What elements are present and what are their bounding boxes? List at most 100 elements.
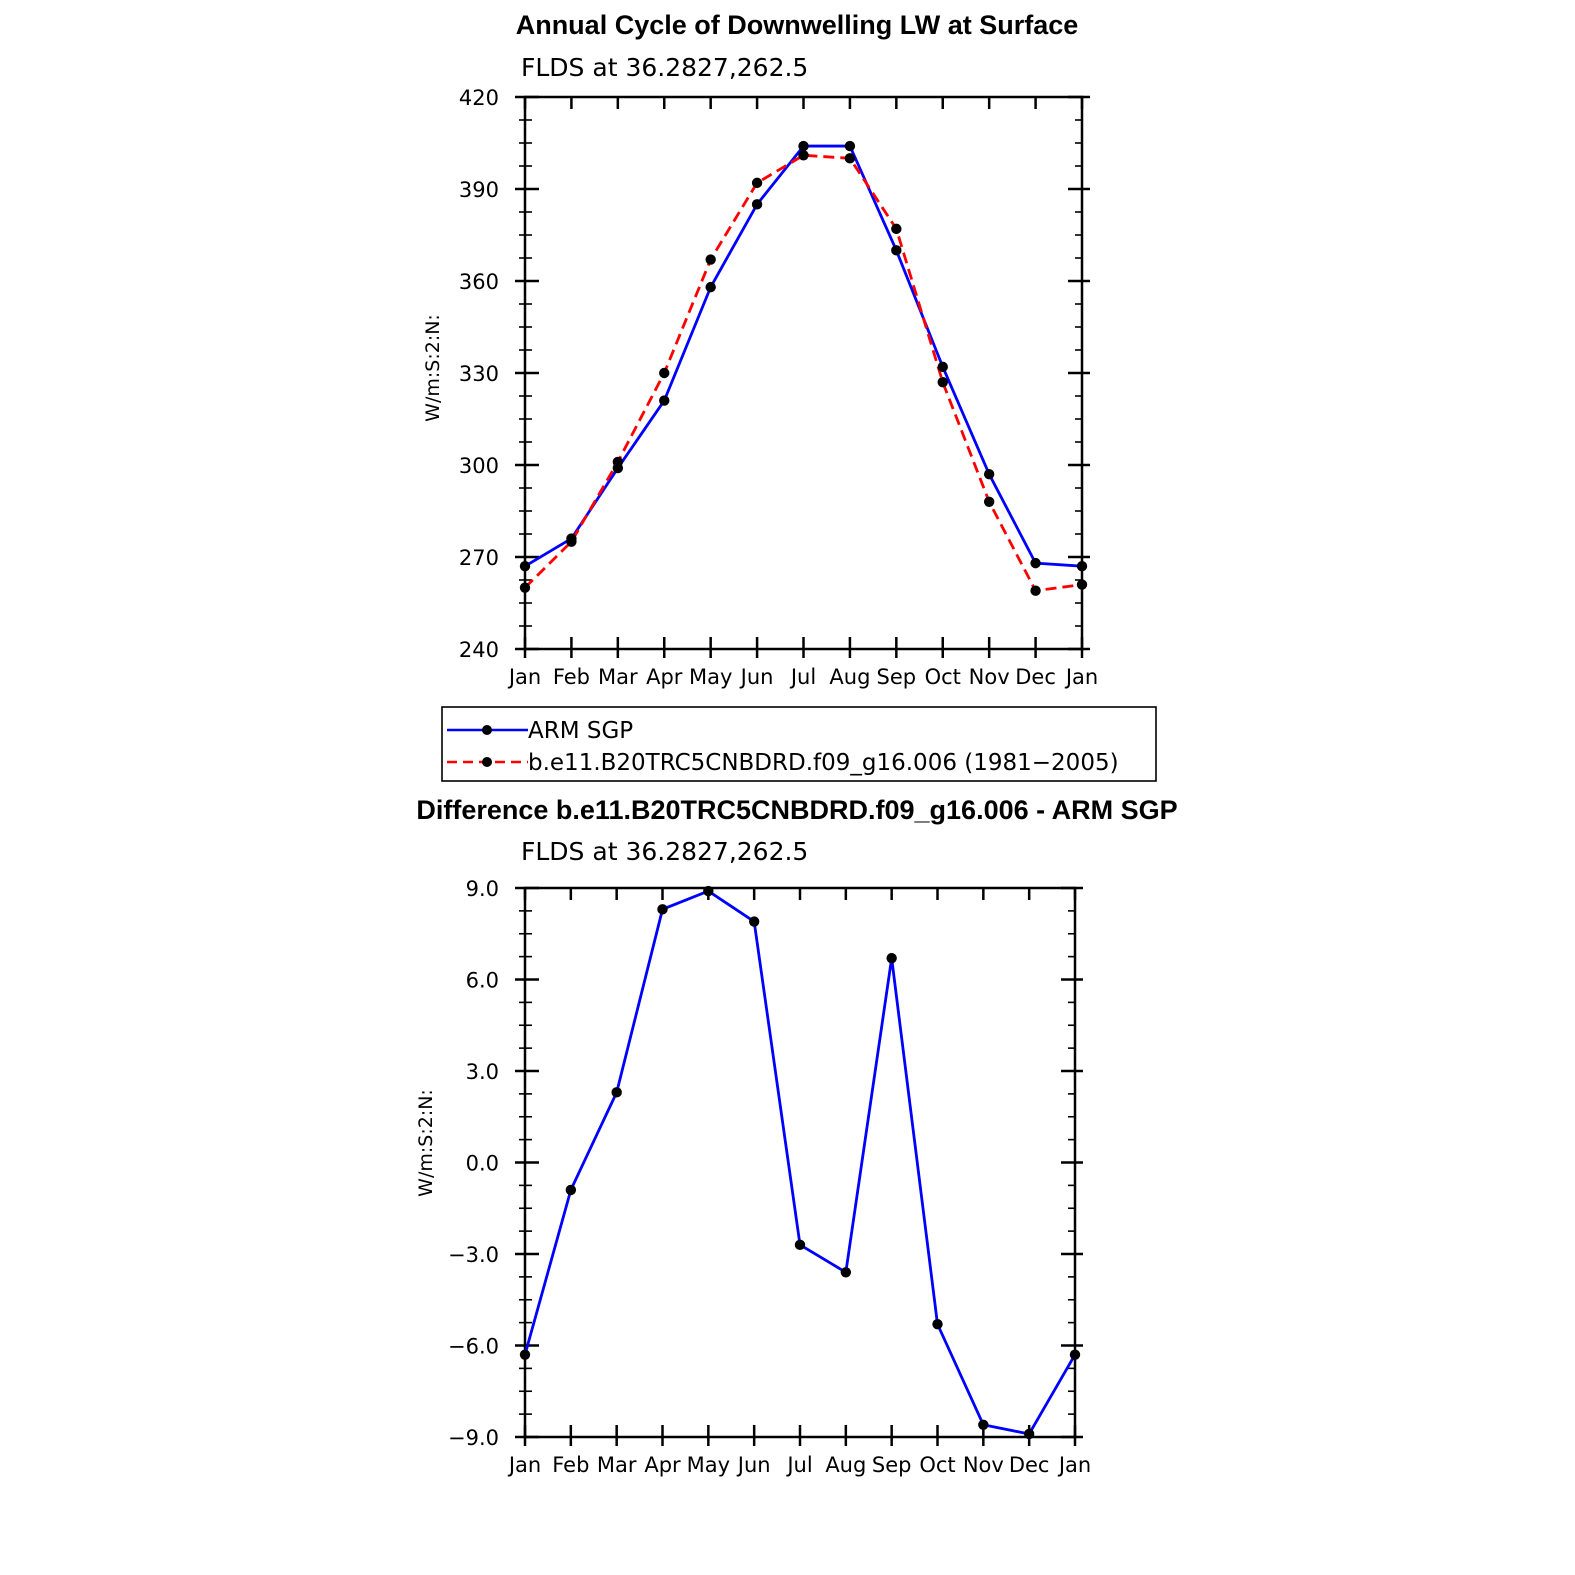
data-point [840,1267,852,1278]
data-point [748,916,760,927]
x-tick-label: Jan [507,1453,541,1477]
axes: Jan Feb Mar Apr May Jun Jul Aug Sep Oct Nov Dec Jan 2… [459,86,1098,689]
legend-marker-model [482,757,492,767]
data-point [751,177,763,189]
y-tick-label: 360 [459,270,499,294]
data-point [565,1184,577,1196]
data-point [705,281,716,293]
x-tick-label: Apr [644,1453,681,1477]
x-tick-label: Jan [1064,665,1098,689]
series-line-0 [523,889,1077,1436]
data-point [886,952,897,964]
legend-label-arm-sgp: ARM SGP [528,718,633,744]
data-point [844,153,856,164]
x-tick-label: Sep [877,665,917,689]
x-tick-label: Nov [963,1453,1004,1477]
annual-cycle-panel: Annual Cycle of Downwelling LW at Surfac… [422,10,1157,782]
data-point [519,582,531,593]
data-point [1076,561,1088,572]
data-point [659,395,670,406]
legend: ARM SGP b.e11.B20TRC5CNBDRD.f09_g16.006 … [441,706,1157,782]
x-tick-label: Jun [736,1453,771,1477]
data-point [978,1419,989,1431]
data-point [612,456,624,468]
x-tick-label: Jun [739,665,774,689]
data-point [1069,1349,1081,1360]
data-point [1076,579,1088,590]
data-point [1030,585,1041,596]
x-tick-label: Jul [785,1453,812,1477]
data-point [932,1318,943,1330]
x-tick-label: Dec [1015,665,1056,689]
legend-label-model: b.e11.B20TRC5CNBDRD.f09_g16.006 (1981−20… [528,750,1119,776]
series-markers [519,885,1081,1440]
x-tick-label: Jan [507,665,541,689]
data-point [794,1239,806,1251]
x-tick-label: Apr [646,665,683,689]
series-line-1 [524,153,1083,593]
y-tick-label: −6.0 [448,1335,499,1359]
data-point [519,1349,531,1360]
y-tick-label: 420 [459,86,499,110]
plot-frame [523,95,1084,651]
chart-title: Difference b.e11.B20TRC5CNBDRD.f09_g16.0… [416,795,1177,825]
y-tick-label: −9.0 [448,1426,499,1450]
data-point [611,1087,622,1098]
x-tick-label: May [689,665,732,689]
y-tick-label: 0.0 [466,1152,499,1176]
y-tick-label: −3.0 [448,1243,499,1267]
legend-box [441,706,1157,782]
x-tick-label: Mar [598,665,638,689]
x-tick-label: Mar [597,1453,637,1477]
series-lines [524,144,1083,593]
data-point [705,254,716,265]
axes: Jan Feb Mar Apr May Jun Jul Aug Sep Oct Nov Dec Jan−… [448,877,1091,1477]
data-point [703,885,714,897]
y-tick-label: 270 [459,546,499,570]
y-axis-label: W/m:S:2:N: [422,314,444,422]
x-tick-label: Dec [1009,1453,1050,1477]
data-point [983,496,995,507]
data-point [844,140,856,152]
data-point [657,904,668,915]
x-tick-label: Aug [829,665,870,689]
x-tick-label: Oct [925,665,961,689]
data-point [751,199,763,210]
legend-marker-arm-sgp [482,725,492,735]
data-point [566,536,577,547]
x-tick-label: Aug [825,1453,866,1477]
x-tick-label: Feb [553,665,590,689]
series-lines [523,889,1077,1436]
x-tick-label: Sep [872,1453,912,1477]
x-tick-label: Jan [1057,1453,1091,1477]
y-tick-label: 3.0 [466,1060,499,1084]
data-point [798,150,809,161]
x-tick-label: Jul [789,665,816,689]
data-point [983,469,995,480]
y-tick-label: 6.0 [466,969,499,993]
data-point [659,367,670,379]
y-tick-label: 240 [459,638,499,662]
series-line-0 [524,144,1083,568]
chart-title: Annual Cycle of Downwelling LW at Surfac… [516,10,1079,40]
x-tick-label: Feb [552,1453,589,1477]
data-point [519,561,531,572]
x-tick-label: Oct [919,1453,955,1477]
data-point [891,245,902,256]
y-tick-label: 390 [459,178,499,202]
data-point [798,140,809,152]
chart-subtitle: FLDS at 36.2827,262.5 [521,837,808,866]
y-axis-label: W/m:S:2:N: [415,1089,437,1197]
y-tick-label: 9.0 [466,877,499,901]
difference-panel: Difference b.e11.B20TRC5CNBDRD.f09_g16.0… [415,795,1178,1477]
chart-subtitle: FLDS at 36.2827,262.5 [521,53,808,82]
data-point [1023,1428,1035,1440]
data-point [891,223,902,235]
y-tick-label: 330 [459,362,499,386]
plot-frame [523,886,1077,1439]
x-tick-label: May [687,1453,730,1477]
data-point [937,361,948,373]
data-point [1030,557,1041,569]
x-tick-label: Nov [969,665,1010,689]
